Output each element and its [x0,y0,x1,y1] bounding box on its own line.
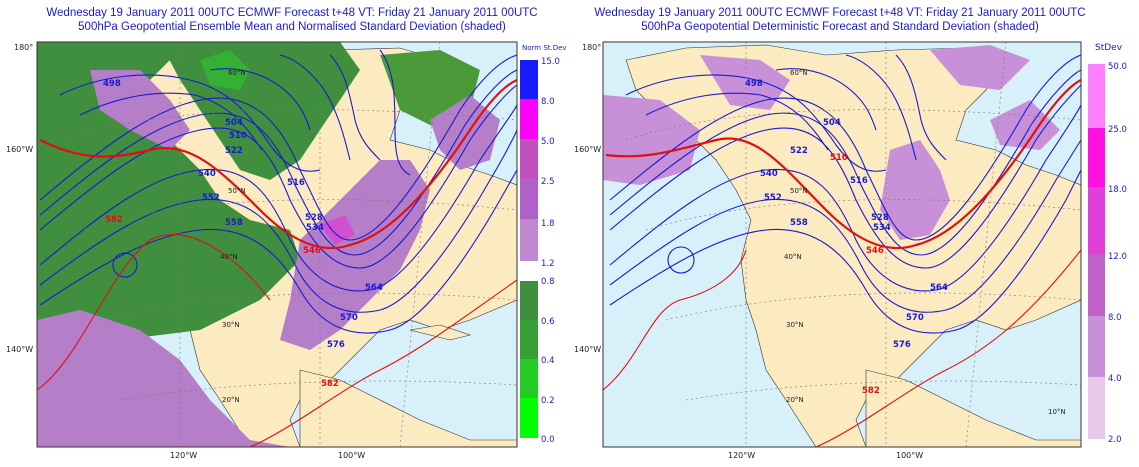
right-label-534: 534 [873,223,891,233]
right-shade-purple-north [700,55,790,110]
right-lat-160w: 160°W [574,145,601,154]
left-label-516: 516 [287,178,305,188]
left-graticule [59,42,517,447]
left-label-498: 498 [103,79,121,89]
left-label-552: 552 [202,193,220,203]
right-contour-582 [603,249,1081,447]
right-lat-30n: 30°N [786,321,804,329]
left-contour-labels: 498 504 510 516 522 528 534 540 552 558 … [103,79,383,350]
right-label-522: 522 [790,146,808,156]
left-label-510: 510 [229,131,247,141]
right-lat-180: 180° [582,43,601,52]
left-land-mexico [299,369,517,447]
right-label-510: 510 [830,153,848,163]
left-inner-lat-labels: 60°N 50°N 40°N 30°N 20°N [220,69,246,404]
left-lon-120w: 120°W [170,451,197,460]
left-lat-40n: 40°N [220,253,238,261]
left-label-570: 570 [340,313,358,323]
right-contour-546 [605,79,1081,250]
right-label-528: 528 [871,213,889,223]
left-label-582-a: 582 [105,215,123,225]
left-label-582-b: 582 [321,379,339,389]
left-map [37,42,517,447]
left-red-labels: 546 582 582 [105,215,339,389]
right-label-570: 570 [906,313,924,323]
right-lon-120w: 120°W [728,451,755,460]
left-label-546: 546 [303,246,321,256]
right-shade-purple-ne [930,45,1030,90]
left-label-576: 576 [327,340,345,350]
right-red-labels: 546 510 582 [830,153,884,396]
right-land-mexico [865,369,1081,447]
left-lat-50n: 50°N [228,187,246,195]
left-label-558: 558 [225,218,243,228]
left-label-528: 528 [305,213,323,223]
right-label-576: 576 [893,340,911,350]
right-title: Wednesday 19 January 2011 00UTC ECMWF Fo… [590,6,1090,34]
left-map-frame [36,41,518,448]
right-graticule [625,42,1081,447]
right-title-line2: 500hPa Geopotential Deterministic Foreca… [641,21,1039,33]
left-label-522: 522 [225,146,243,156]
right-label-552: 552 [764,193,782,203]
right-lat-20n: 20°N [786,396,804,404]
left-lat-30n: 30°N [222,321,240,329]
right-lat-40n: 40°N [784,253,802,261]
right-axis-labels: 180° 160°W 140°W 120°W 100°W [574,43,923,460]
right-map [603,42,1081,447]
right-inner-lat-labels: 60°N 50°N 40°N 30°N 20°N 10°N [784,69,1066,416]
left-lat-20n: 20°N [222,396,240,404]
right-lat-50n: 50°N [790,187,808,195]
right-lat-10n: 10°N [1048,408,1066,416]
right-shade-purple-east [990,100,1060,150]
right-lat-140w: 140°W [574,345,601,354]
left-axis-labels: 180° 160°W 140°W 120°W 100°W [6,43,365,460]
left-lon-100w: 100°W [338,451,365,460]
left-label-534: 534 [306,223,324,233]
left-lat-140w: 140°W [6,345,33,354]
left-shade-purple-north [90,70,190,150]
left-shade-magenta-core [320,215,355,245]
left-contour-582 [37,234,517,447]
right-label-582: 582 [862,386,880,396]
left-lat-60n: 60°N [228,69,246,77]
left-shade-green-light [200,50,250,90]
left-lat-180: 180° [14,43,33,52]
right-contours [609,54,1081,334]
right-label-546: 546 [866,246,884,256]
right-label-504: 504 [823,118,841,128]
left-contours [39,49,517,334]
right-title-line1: Wednesday 19 January 2011 00UTC ECMWF Fo… [594,7,1086,19]
right-contour-labels: 498 504 516 522 528 534 540 552 558 564 … [745,79,948,350]
right-label-516: 516 [850,176,868,186]
left-shade-purple-south [37,310,290,447]
left-lat-160w: 160°W [6,145,33,154]
left-label-504: 504 [225,118,243,128]
right-label-498: 498 [745,79,763,89]
right-shade-purple-central [880,140,950,240]
left-label-564: 564 [365,283,383,293]
right-lat-60n: 60°N [790,69,808,77]
left-title-line2: 500hPa Geopotential Ensemble Mean and No… [78,21,506,33]
left-title-line1: Wednesday 19 January 2011 00UTC ECMWF Fo… [46,7,538,19]
right-label-564: 564 [930,283,948,293]
left-label-540: 540 [198,169,216,179]
left-title: Wednesday 19 January 2011 00UTC ECMWF Fo… [22,6,562,34]
right-label-540: 540 [760,169,778,179]
right-lon-100w: 100°W [896,451,923,460]
right-map-frame [602,41,1082,448]
right-label-558: 558 [790,218,808,228]
left-contour-546 [39,78,517,250]
